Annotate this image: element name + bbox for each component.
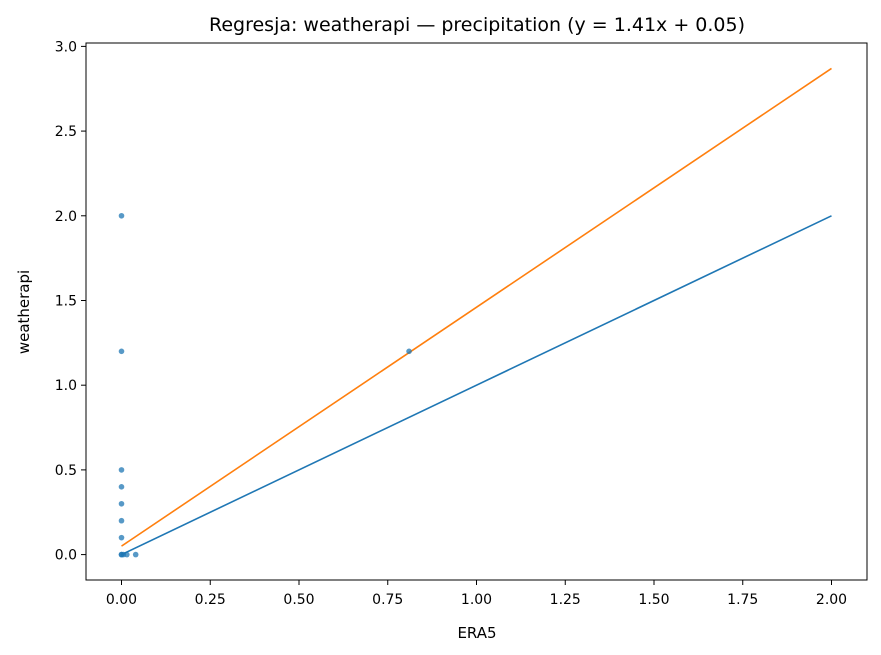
data-point [118, 467, 125, 473]
data-point [406, 348, 412, 355]
x-tick-label: 0.50 [283, 592, 314, 608]
y-tick-label: 0.5 [55, 463, 77, 479]
y-tick-label: 0.0 [55, 548, 77, 564]
data-points [118, 212, 412, 558]
y-tick-label: 2.0 [55, 209, 77, 225]
x-tick-label: 1.25 [550, 592, 581, 608]
data-point [118, 212, 125, 219]
line-0 [121, 215, 832, 556]
x-tick-label: 2.00 [816, 592, 847, 608]
data-point [132, 551, 139, 558]
x-tick-label: 1.50 [638, 592, 669, 608]
y-axis-ticks: 0.0 0.5 1.0 1.5 2.0 2.5 3.0 [55, 39, 86, 564]
x-tick-label: 1.75 [727, 592, 758, 608]
y-axis-label: weatherapi [15, 270, 33, 354]
x-axis-ticks: 0.00 0.25 0.50 0.75 1.00 1.25 1.50 1.75 2.00 [106, 580, 847, 608]
x-tick-label: 1.00 [461, 592, 492, 608]
x-tick-label: 0.75 [372, 592, 403, 608]
line-1 [121, 67, 832, 547]
data-point [124, 551, 130, 558]
reference-lines [121, 67, 832, 556]
data-point [118, 484, 125, 490]
data-point [118, 348, 125, 355]
x-axis-label: ERA5 [457, 624, 496, 642]
data-point [118, 517, 125, 524]
data-point [118, 500, 125, 507]
data-point [118, 534, 125, 541]
x-tick-label: 0.25 [195, 592, 226, 608]
y-tick-label: 1.0 [55, 378, 77, 394]
y-tick-label: 3.0 [55, 39, 77, 55]
y-tick-label: 1.5 [55, 293, 77, 309]
y-tick-label: 2.5 [55, 124, 77, 140]
x-tick-label: 0.00 [106, 592, 137, 608]
chart-title: Regresja: weatherapi — precipitation (y … [209, 14, 745, 36]
